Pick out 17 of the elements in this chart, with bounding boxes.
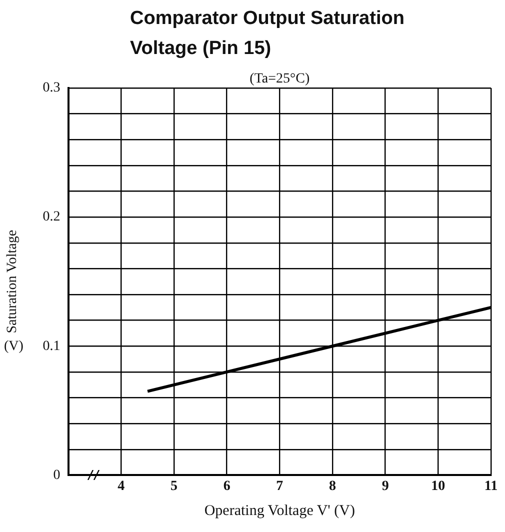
y-tick-label: 0.3 xyxy=(42,80,60,96)
x-tick-label: 5 xyxy=(170,479,178,494)
x-tick-label: 11 xyxy=(484,479,498,494)
x-tick-label: 7 xyxy=(276,479,284,494)
y-tick-label: 0 xyxy=(53,468,60,483)
text: (Ta=25°C) xyxy=(250,72,310,87)
x-tick-label: 4 xyxy=(118,479,125,494)
chart-title: Comparator Output Saturation Voltage (Pin 15) xyxy=(130,7,406,61)
text: (V) xyxy=(4,338,24,354)
x-tick-label: 9 xyxy=(382,479,389,494)
y-tick-label: 0.1 xyxy=(42,338,60,354)
x-tick-label: 10 xyxy=(431,479,446,494)
y-axis-title: Saturation Voltage xyxy=(5,230,20,334)
x-axis-title: Operating Voltage V' (V) xyxy=(204,502,355,519)
x-tick-label: 8 xyxy=(328,479,336,494)
x-tick-label: 6 xyxy=(223,479,230,494)
y-tick-label: 0.2 xyxy=(42,210,60,225)
